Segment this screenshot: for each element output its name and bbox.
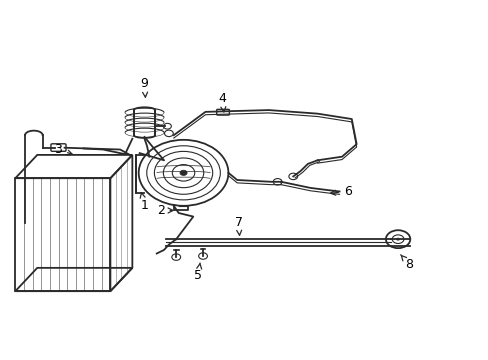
Text: 9: 9 [141,77,148,97]
Text: 5: 5 [194,263,202,282]
Bar [134,110,155,135]
Circle shape [172,165,194,181]
Circle shape [395,238,399,240]
FancyBboxPatch shape [216,109,229,115]
Text: 7: 7 [234,216,242,235]
Text: 1: 1 [140,193,148,212]
Circle shape [180,170,187,175]
Text: 8: 8 [400,255,412,271]
Text: 3: 3 [54,143,72,156]
Text: 6: 6 [330,185,351,198]
Text: 2: 2 [156,204,173,217]
FancyBboxPatch shape [51,144,66,151]
Text: 4: 4 [218,93,226,112]
Circle shape [385,230,409,248]
